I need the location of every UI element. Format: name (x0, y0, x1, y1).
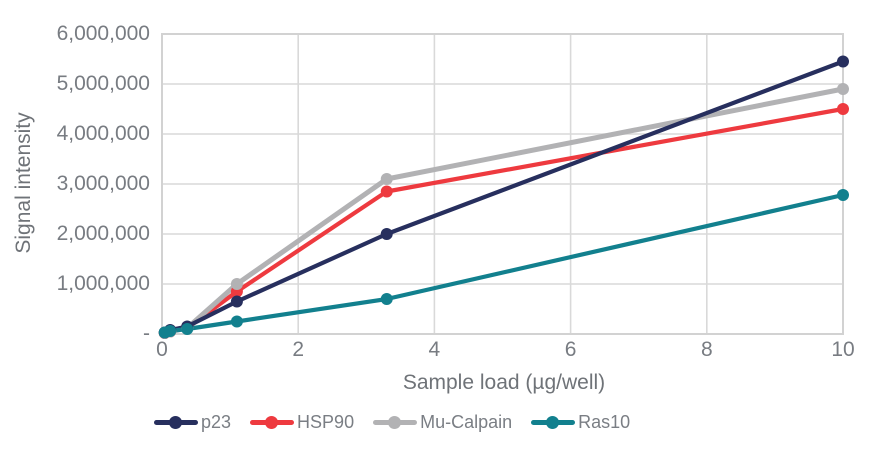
legend-item-Ras10: Ras10 (531, 412, 630, 433)
legend-item-p23: p23 (154, 412, 231, 433)
legend-line-dot-icon (154, 416, 198, 429)
plot-frame (161, 33, 844, 335)
data-point-HSP90 (380, 185, 393, 198)
x-tick-label: 2 (292, 338, 305, 361)
data-point-Mu-Calpain (230, 278, 243, 290)
y-tick-label: - (143, 322, 150, 345)
chart-legend: p23 HSP90 Mu-Calpain Ras10 (154, 412, 630, 433)
data-point-HSP90 (837, 103, 849, 115)
y-tick-label: 5,000,000 (56, 72, 150, 95)
y-tick-label: 1,000,000 (56, 272, 150, 295)
data-point-p23 (837, 55, 849, 68)
data-point-Ras10 (380, 293, 393, 305)
x-tick-label: 6 (564, 338, 577, 361)
legend-line-dot-icon (531, 416, 576, 429)
legend-line-dot-icon (373, 416, 418, 429)
x-tick-label: 8 (700, 338, 713, 361)
x-tick-label: 10 (831, 338, 855, 361)
series-line-HSP90 (162, 106, 846, 336)
legend-label: p23 (201, 412, 232, 432)
legend-item-Mu-Calpain: Mu-Calpain (373, 412, 512, 433)
data-point-p23 (230, 295, 243, 308)
legend-line-dot-icon (250, 416, 295, 429)
x-tick-label: 4 (428, 338, 441, 361)
series-line-p23 (162, 59, 846, 335)
legend-label: Mu-Calpain (420, 412, 513, 432)
legend-item-HSP90: HSP90 (250, 412, 354, 433)
data-point-Mu-Calpain (380, 173, 393, 185)
data-point-Ras10 (181, 323, 194, 335)
y-tick-label: 6,000,000 (56, 22, 150, 45)
y-tick-label: 3,000,000 (56, 172, 150, 195)
data-point-p23 (380, 228, 393, 240)
data-point-Ras10 (230, 315, 243, 328)
legend-label: Ras10 (578, 412, 631, 432)
data-point-Mu-Calpain (837, 83, 849, 95)
y-tick-label: 4,000,000 (56, 122, 150, 145)
x-axis-title: Sample load (µg/well) (402, 371, 606, 394)
data-point-Ras10 (164, 325, 177, 337)
x-tick-label: 0 (156, 338, 168, 361)
y-tick-label: 2,000,000 (56, 222, 150, 245)
data-point-Ras10 (837, 189, 849, 201)
legend-label: HSP90 (297, 412, 355, 432)
